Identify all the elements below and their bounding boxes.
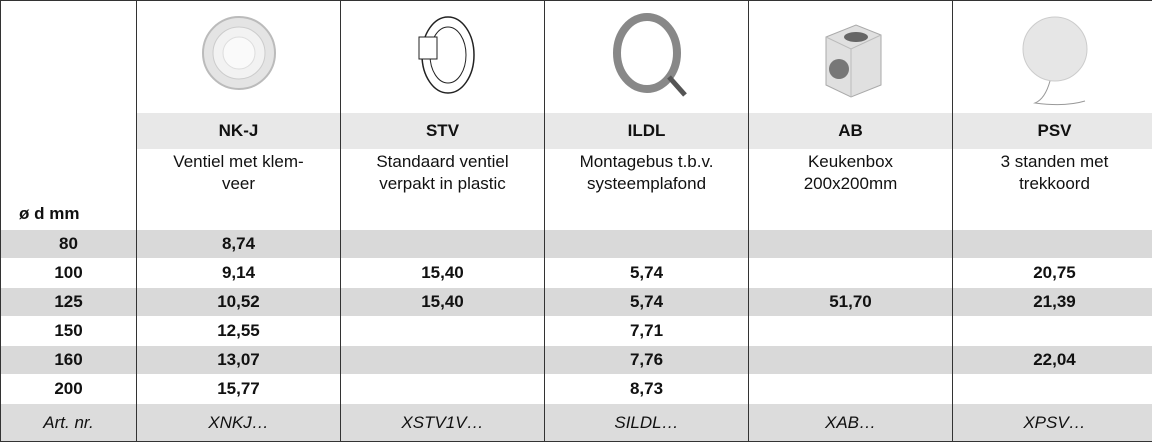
price-cell	[953, 317, 1152, 346]
price-cell	[749, 375, 953, 404]
size-cell: 200	[1, 375, 137, 404]
product-description: Montagebus t.b.v. systeemplafond	[545, 149, 749, 230]
product-description: Keukenbox 200x200mm	[749, 149, 953, 230]
corner-label: ø d mm	[1, 149, 137, 230]
product-code: AB	[749, 113, 953, 149]
price-cell: 13,07	[137, 346, 341, 375]
price-cell: 8,73	[545, 375, 749, 404]
article-code: XSTV1V…	[341, 404, 545, 442]
image-row	[1, 1, 1152, 114]
price-cell	[749, 259, 953, 288]
price-cell	[341, 317, 545, 346]
product-description: 3 standen met trekkoord	[953, 149, 1152, 230]
product-code: ILDL	[545, 113, 749, 149]
corner-cell	[1, 1, 137, 114]
price-cell: 20,75	[953, 259, 1152, 288]
product-image-cell	[137, 1, 341, 114]
size-cell: 150	[1, 317, 137, 346]
product-image	[393, 7, 493, 107]
product-code: STV	[341, 113, 545, 149]
size-cell: 125	[1, 288, 137, 317]
price-cell: 7,76	[545, 346, 749, 375]
size-cell: 80	[1, 230, 137, 259]
price-cell: 12,55	[137, 317, 341, 346]
price-cell	[953, 230, 1152, 259]
price-cell	[749, 230, 953, 259]
price-table: NK-JSTVILDLABPSVø d mmVentiel met klem- …	[0, 0, 1152, 442]
price-cell: 5,74	[545, 259, 749, 288]
price-cell	[545, 230, 749, 259]
corner-cell	[1, 113, 137, 149]
price-cell: 5,74	[545, 288, 749, 317]
article-row: Art. nr.XNKJ…XSTV1V…SILDL…XAB…XPSV…	[1, 404, 1152, 442]
price-cell	[749, 346, 953, 375]
product-image-cell	[341, 1, 545, 114]
article-label: Art. nr.	[1, 404, 137, 442]
price-cell: 22,04	[953, 346, 1152, 375]
price-cell: 9,14	[137, 259, 341, 288]
product-description: Ventiel met klem- veer	[137, 149, 341, 230]
price-cell	[341, 230, 545, 259]
size-cell: 100	[1, 259, 137, 288]
price-cell: 51,70	[749, 288, 953, 317]
price-cell	[341, 346, 545, 375]
product-image	[801, 7, 901, 107]
price-cell	[749, 317, 953, 346]
price-cell	[953, 375, 1152, 404]
product-image	[597, 7, 697, 107]
size-cell: 160	[1, 346, 137, 375]
product-image-cell	[545, 1, 749, 114]
article-code: XPSV…	[953, 404, 1152, 442]
product-description: Standaard ventiel verpakt in plastic	[341, 149, 545, 230]
price-cell: 15,40	[341, 288, 545, 317]
product-image-cell	[953, 1, 1152, 114]
price-cell: 10,52	[137, 288, 341, 317]
price-cell: 15,77	[137, 375, 341, 404]
product-code: PSV	[953, 113, 1152, 149]
price-cell: 15,40	[341, 259, 545, 288]
product-code: NK-J	[137, 113, 341, 149]
article-code: XAB…	[749, 404, 953, 442]
article-code: XNKJ…	[137, 404, 341, 442]
article-code: SILDL…	[545, 404, 749, 442]
price-cell: 21,39	[953, 288, 1152, 317]
price-cell	[341, 375, 545, 404]
price-cell: 7,71	[545, 317, 749, 346]
product-image	[1005, 7, 1105, 107]
product-image-cell	[749, 1, 953, 114]
product-image	[189, 7, 289, 107]
price-cell: 8,74	[137, 230, 341, 259]
